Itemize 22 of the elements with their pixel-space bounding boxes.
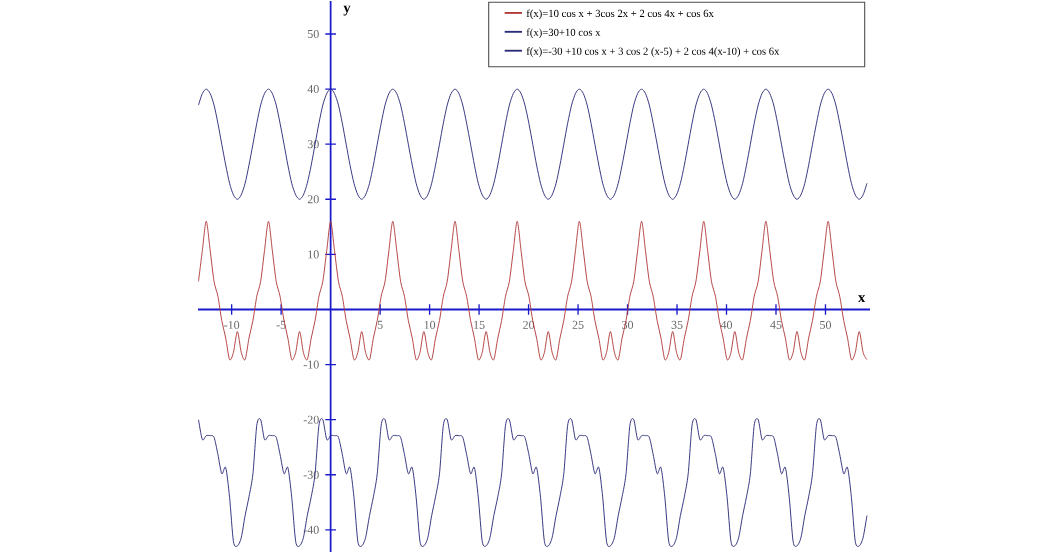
x-tick-label: 35 [671,320,683,329]
legend-label: f(x)=30+10 cos x [526,28,601,39]
x-tick-label: 20 [523,320,535,330]
y-tick-label: 10 [308,250,319,259]
x-tick-label: 10 [424,320,436,330]
x-tick-label: 50 [820,320,832,330]
y-tick-label: 50 [307,29,319,39]
line-series [198,220,868,361]
y-tick-label: 20 [307,195,319,204]
x-tick-label: -10 [224,320,240,330]
x-axis-title: x [858,295,866,303]
y-tick-label: 40 [307,85,319,94]
x-tick-label: 25 [572,320,584,329]
x-tick-label: 45 [770,320,782,329]
y-tick-label: -20 [303,415,319,424]
x-tick-label: 5 [377,320,383,329]
y-axis-title: y [343,5,351,16]
legend-label: f(x)=10 cos x + 3cos 2x + 2 cos 4x + cos 6x [526,9,714,20]
y-tick-label: -10 [303,360,319,369]
legend-label: f(x)=-30 +10 cos x + 3 cos 2 (x-5) + 2 cos 4(x-10) + cos 6x [526,47,780,58]
x-tick-label: 15 [474,320,485,329]
x-tick-label: 40 [720,320,733,330]
